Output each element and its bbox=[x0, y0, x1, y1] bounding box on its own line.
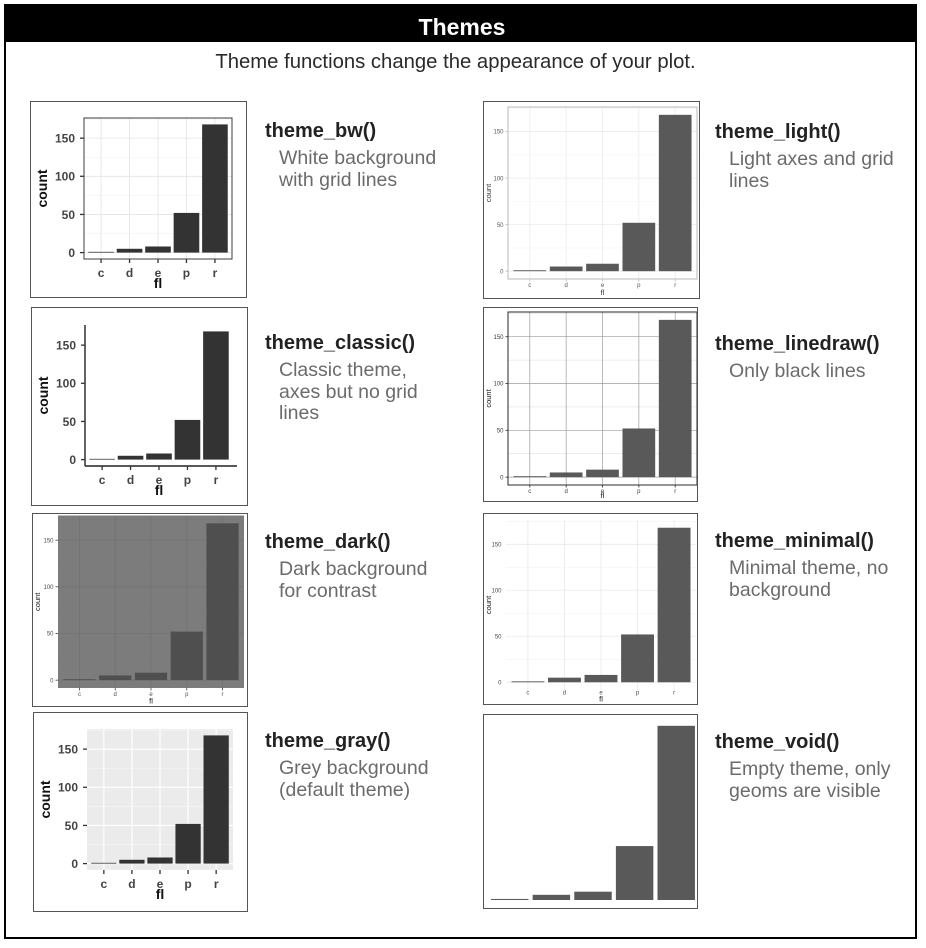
svg-text:p: p bbox=[637, 283, 641, 289]
svg-text:r: r bbox=[674, 283, 676, 289]
svg-text:e: e bbox=[601, 283, 605, 289]
svg-text:c: c bbox=[528, 489, 531, 495]
svg-text:150: 150 bbox=[55, 131, 75, 145]
svg-text:d: d bbox=[564, 489, 567, 495]
svg-text:100: 100 bbox=[56, 377, 76, 391]
svg-text:100: 100 bbox=[491, 588, 502, 594]
svg-text:e: e bbox=[155, 266, 162, 280]
svg-text:d: d bbox=[127, 473, 134, 487]
svg-text:p: p bbox=[636, 691, 640, 697]
svg-text:150: 150 bbox=[493, 130, 504, 136]
svg-text:0: 0 bbox=[498, 680, 502, 686]
svg-text:0: 0 bbox=[500, 269, 504, 275]
svg-text:count: count bbox=[484, 183, 493, 202]
svg-text:count: count bbox=[484, 388, 493, 407]
svg-text:fl: fl bbox=[599, 695, 603, 704]
svg-text:50: 50 bbox=[63, 415, 77, 429]
svg-text:count: count bbox=[34, 169, 50, 207]
svg-text:c: c bbox=[526, 691, 529, 697]
svg-text:50: 50 bbox=[65, 819, 79, 833]
svg-text:e: e bbox=[599, 691, 603, 697]
svg-text:r: r bbox=[214, 473, 219, 487]
svg-text:r: r bbox=[673, 691, 675, 697]
svg-text:100: 100 bbox=[43, 585, 54, 591]
svg-text:r: r bbox=[222, 692, 224, 698]
svg-text:50: 50 bbox=[495, 634, 502, 640]
svg-text:150: 150 bbox=[491, 542, 502, 548]
svg-text:100: 100 bbox=[493, 176, 504, 182]
svg-text:50: 50 bbox=[497, 223, 504, 229]
svg-text:r: r bbox=[213, 266, 218, 280]
svg-text:fl: fl bbox=[149, 697, 153, 706]
svg-text:c: c bbox=[101, 877, 108, 891]
svg-text:r: r bbox=[214, 877, 219, 891]
svg-text:150: 150 bbox=[43, 538, 54, 544]
svg-text:d: d bbox=[564, 283, 567, 289]
svg-text:count: count bbox=[33, 592, 42, 611]
svg-text:0: 0 bbox=[68, 246, 75, 260]
svg-text:fl: fl bbox=[154, 275, 163, 291]
svg-text:c: c bbox=[98, 266, 105, 280]
svg-text:e: e bbox=[601, 489, 605, 495]
svg-text:count: count bbox=[37, 780, 53, 818]
svg-text:c: c bbox=[78, 692, 81, 698]
svg-text:e: e bbox=[157, 877, 164, 891]
svg-text:d: d bbox=[126, 266, 133, 280]
svg-text:c: c bbox=[99, 473, 106, 487]
svg-text:0: 0 bbox=[50, 678, 54, 684]
svg-text:0: 0 bbox=[71, 857, 78, 871]
svg-text:p: p bbox=[183, 266, 190, 280]
svg-text:d: d bbox=[114, 692, 117, 698]
svg-text:50: 50 bbox=[47, 632, 54, 638]
svg-text:p: p bbox=[184, 877, 191, 891]
svg-text:50: 50 bbox=[497, 428, 504, 434]
svg-text:fl: fl bbox=[601, 491, 605, 500]
svg-text:e: e bbox=[156, 473, 163, 487]
svg-text:p: p bbox=[637, 489, 641, 495]
svg-text:d: d bbox=[563, 691, 566, 697]
svg-text:p: p bbox=[184, 473, 191, 487]
svg-text:150: 150 bbox=[58, 742, 78, 756]
svg-text:100: 100 bbox=[493, 382, 504, 388]
svg-text:c: c bbox=[528, 283, 531, 289]
svg-text:100: 100 bbox=[58, 781, 78, 795]
svg-text:d: d bbox=[128, 877, 135, 891]
svg-text:e: e bbox=[149, 692, 153, 698]
svg-text:100: 100 bbox=[55, 170, 75, 184]
svg-text:count: count bbox=[484, 595, 493, 614]
svg-text:fl: fl bbox=[601, 288, 605, 297]
svg-text:fl: fl bbox=[156, 886, 165, 902]
svg-text:50: 50 bbox=[62, 208, 76, 222]
svg-text:150: 150 bbox=[493, 335, 504, 341]
svg-text:0: 0 bbox=[500, 475, 504, 481]
svg-text:0: 0 bbox=[69, 453, 76, 467]
svg-text:fl: fl bbox=[155, 482, 164, 498]
svg-text:p: p bbox=[185, 692, 189, 698]
svg-text:r: r bbox=[674, 489, 676, 495]
svg-text:count: count bbox=[35, 376, 51, 414]
svg-text:150: 150 bbox=[56, 338, 76, 352]
